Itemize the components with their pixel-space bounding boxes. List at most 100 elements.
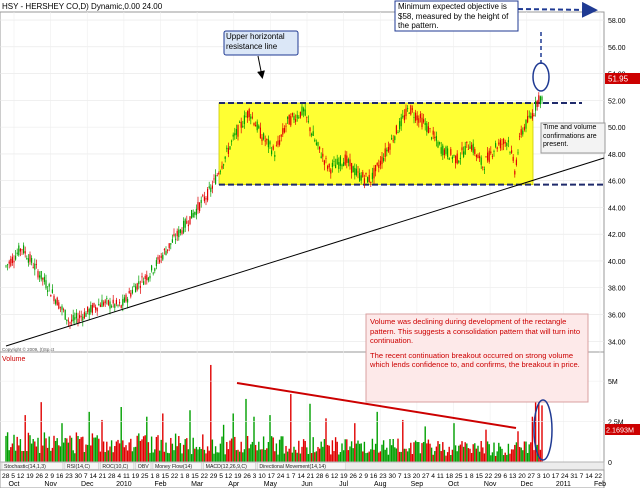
x-month-label: Oct [9, 481, 20, 488]
price-candle-body [91, 304, 93, 313]
price-candle-body [365, 172, 367, 175]
price-candle-body [487, 152, 489, 161]
price-candle-body [397, 132, 399, 133]
volume-bar [526, 452, 529, 462]
price-candle-body [120, 305, 122, 308]
volume-bar [302, 439, 305, 462]
price-candle-body [224, 156, 226, 159]
volume-bar [211, 439, 214, 462]
volume-bar [251, 441, 254, 462]
price-candle-body [344, 154, 346, 165]
volume-bar [30, 443, 33, 462]
price-candle-body [495, 143, 497, 147]
price-candle-body [88, 309, 90, 315]
volume-bar [195, 446, 198, 462]
volume-bar [406, 451, 409, 462]
volume-bar [203, 449, 206, 462]
volume-bar [507, 443, 510, 462]
x-month-label: May [264, 481, 278, 488]
volume-bar [90, 445, 92, 462]
volume-bar [485, 429, 487, 462]
price-candle-body [219, 171, 221, 173]
volume-bar [277, 454, 279, 462]
y-tick-label: 44.00 [608, 205, 626, 212]
price-candle-body [242, 125, 244, 128]
volume-bar [326, 444, 329, 462]
volume-bar [418, 442, 420, 462]
volume-bar [114, 446, 116, 462]
resistance-callout-text: Upper horizontal resistance line [226, 32, 285, 51]
price-candle-body [283, 127, 285, 133]
price-candle-body [271, 150, 273, 155]
volume-bar [104, 452, 106, 462]
volume-bar [368, 451, 370, 462]
volume-bar [67, 442, 70, 462]
volume-bar [336, 441, 338, 462]
price-candle-body [179, 229, 181, 233]
volume-bar [366, 452, 369, 462]
price-candle-body [447, 148, 449, 157]
volume-bar [128, 442, 130, 462]
price-candle-body [373, 168, 375, 179]
price-candle-body [400, 117, 402, 127]
price-candle-body [520, 129, 522, 135]
volume-spike-circle [533, 399, 553, 461]
price-candle-body [299, 111, 301, 118]
volume-bar [32, 438, 34, 462]
last-price-value: 51.95 [608, 75, 629, 84]
price-candle-body [215, 175, 217, 185]
price-candle-body [123, 297, 125, 303]
price-candle-body [535, 101, 537, 111]
volume-bar [194, 448, 196, 462]
price-candle-body [296, 114, 298, 119]
price-candle-body [39, 275, 41, 278]
volume-bar [288, 448, 290, 462]
price-candle-body [503, 138, 505, 145]
price-candle-body [450, 149, 452, 155]
volume-bar [266, 448, 268, 462]
volume-bar [475, 448, 478, 462]
volume-bar [242, 452, 244, 462]
volume-bar [283, 453, 286, 462]
volume-bar [170, 437, 172, 462]
price-candle-body [55, 300, 57, 304]
price-candle-body [147, 277, 149, 281]
price-candle-body [243, 115, 245, 125]
volume-bar [278, 439, 281, 462]
price-candle-body [45, 280, 47, 289]
volume-bar [400, 451, 402, 462]
price-candle-body [160, 255, 162, 258]
volume-bar [107, 450, 110, 462]
price-candle-body [320, 156, 322, 158]
price-candle-body [239, 122, 241, 123]
price-candle-body [519, 135, 521, 137]
price-candle-body [19, 248, 21, 252]
volume-bar [414, 440, 417, 462]
volume-bar [88, 411, 90, 462]
volume-bar [123, 447, 126, 462]
volume-bar [517, 431, 519, 462]
price-candle-body [376, 163, 378, 165]
volume-bar [394, 447, 396, 462]
price-candle-body [250, 116, 252, 119]
price-candle-body [5, 265, 7, 267]
volume-bar [144, 435, 146, 462]
volume-bar [240, 441, 242, 462]
price-candle-body [509, 151, 511, 153]
volume-bar [168, 453, 170, 462]
price-candle-body [274, 154, 276, 157]
volume-bar [138, 433, 140, 462]
price-candle-body [295, 119, 297, 122]
rectangle-fill [218, 102, 534, 186]
indicator-tab-label: MACD(12,26,9,C) [206, 464, 247, 470]
price-candle-body [75, 312, 77, 319]
price-candle-body [77, 318, 79, 323]
price-candle-body [437, 141, 439, 148]
volume-bar [488, 444, 490, 462]
volume-bar [440, 451, 442, 462]
volume-bar [443, 449, 446, 462]
price-candle-body [448, 157, 450, 160]
price-candle-body [456, 153, 458, 164]
price-candle-body [170, 243, 172, 245]
confirmation-note: Time and volume confirmations are presen… [543, 124, 597, 148]
